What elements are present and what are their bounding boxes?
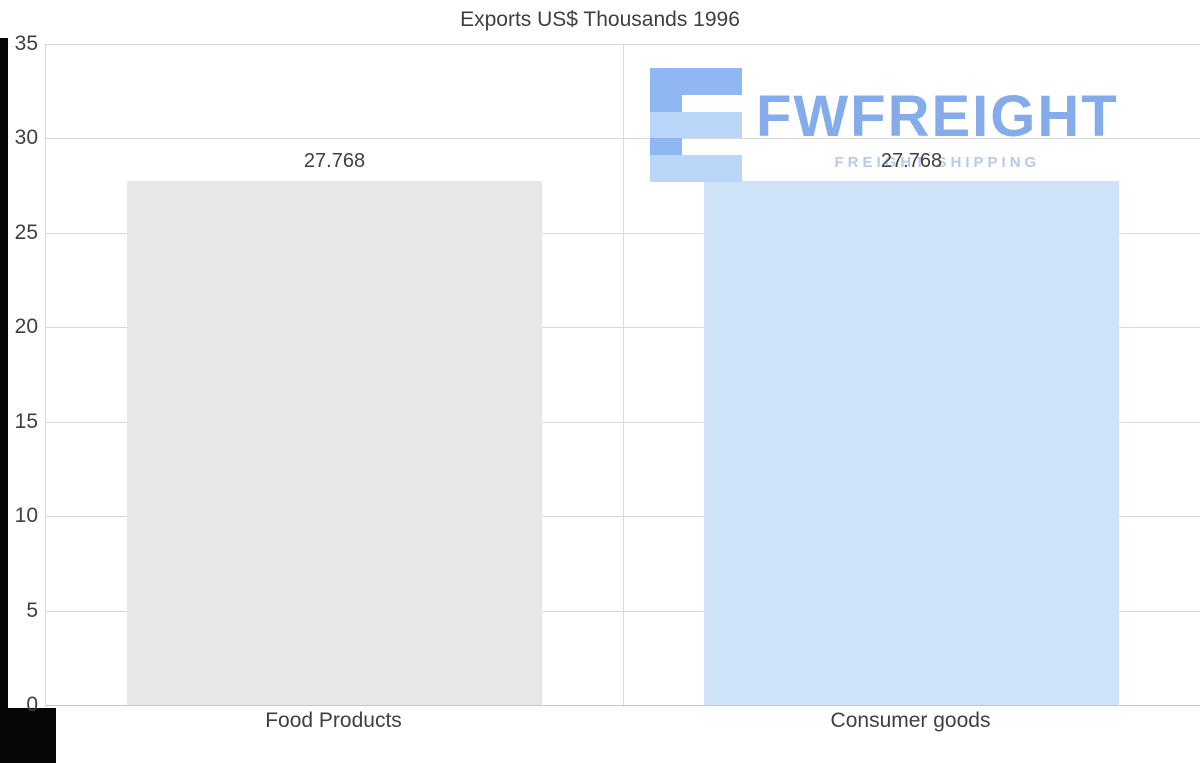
frame-left-strip [0, 38, 8, 763]
bar-food-products [126, 180, 543, 705]
x-category-label: Consumer goods [830, 709, 991, 732]
bar-value-label: 27.768 [303, 149, 366, 172]
frame-bottom-left-corner [0, 708, 56, 763]
y-tick-label: 25 [14, 220, 38, 244]
watermark: FWFREIGHT FREIGHT SHIPPING [650, 68, 1119, 182]
gridline [46, 516, 1200, 518]
watermark-tagline: FREIGHT SHIPPING [834, 154, 1041, 171]
watermark-brand: FWFREIGHT [756, 84, 1119, 149]
gridline [46, 421, 1200, 423]
bar-value-label: 27.768 [880, 149, 943, 172]
gridline [46, 610, 1200, 612]
bar-consumer-goods [703, 180, 1120, 705]
y-axis: 0 5 10 15 20 25 30 35 [0, 32, 40, 716]
chart-title: Exports US$ Thousands 1996 [460, 8, 740, 31]
fwfreight-logo-icon [650, 68, 742, 182]
y-tick-label: 10 [14, 504, 38, 528]
y-tick-label: 15 [14, 409, 38, 433]
x-category-label: Food Products [265, 709, 402, 732]
gridline [46, 232, 1200, 234]
x-axis: Food Products Consumer goods [45, 709, 1199, 739]
gridline [46, 327, 1200, 329]
y-tick-label: 0 [26, 693, 38, 716]
watermark-text: FWFREIGHT FREIGHT SHIPPING [756, 84, 1119, 172]
gridline [46, 44, 1200, 45]
y-tick-label: 35 [14, 32, 38, 55]
y-tick-label: 5 [26, 598, 38, 622]
category-divider-gridline [623, 44, 624, 705]
y-tick-label: 30 [14, 126, 38, 150]
gridline [46, 138, 1200, 140]
plot-area: 27.768 27.768 [45, 44, 1200, 706]
y-tick-label: 20 [14, 315, 38, 339]
